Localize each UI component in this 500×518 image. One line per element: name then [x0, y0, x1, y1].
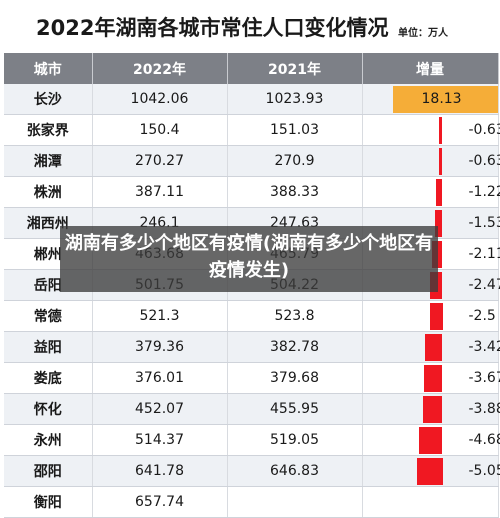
change-bar-negative [424, 365, 442, 392]
chart-title: 2022年湖南各城市常住人口变化情况 [36, 12, 388, 42]
change-cell: 18.13 [362, 84, 498, 115]
city-cell: 株洲 [4, 177, 92, 208]
value-2022-cell: 1042.06 [92, 84, 227, 115]
change-label: -5.05 [469, 456, 500, 486]
change-label: -3.88 [469, 394, 500, 424]
column-header-2021: 2021年 [227, 53, 362, 84]
value-2022-cell: 514.37 [92, 425, 227, 456]
change-label: -1.22 [469, 177, 500, 207]
header-row: 城市 2022年 2021年 增量 [4, 53, 498, 84]
change-label: -1.53 [469, 208, 500, 238]
change-label: -2.47 [469, 270, 500, 300]
change-bar-negative [425, 334, 442, 361]
value-2021-cell: 379.68 [227, 363, 362, 394]
change-label: 18.13 [422, 84, 462, 114]
value-2022-cell: 452.07 [92, 394, 227, 425]
change-bar-negative [417, 458, 442, 485]
change-cell: -3.42 [362, 332, 498, 363]
change-bar-negative [430, 303, 443, 330]
value-2021-cell: 455.95 [227, 394, 362, 425]
change-label: -2.5 [469, 301, 496, 331]
city-cell: 长沙 [4, 84, 92, 115]
value-2022-cell: 376.01 [92, 363, 227, 394]
change-bar-negative [436, 179, 442, 206]
caption-text: 湖南有多少个地区有疫情(湖南有多少个地区有疫情发生) [60, 230, 438, 284]
value-2022-cell: 657.74 [92, 487, 227, 518]
city-cell: 益阳 [4, 332, 92, 363]
value-2021-cell: 646.83 [227, 456, 362, 487]
change-bar-negative [439, 117, 442, 144]
city-cell: 常德 [4, 301, 92, 332]
change-label: -3.67 [469, 363, 500, 393]
change-label: -4.68 [469, 425, 500, 455]
change-cell: -2.5 [362, 301, 498, 332]
value-2022-cell: 387.11 [92, 177, 227, 208]
change-bar-negative [419, 427, 442, 454]
change-cell: -3.67 [362, 363, 498, 394]
value-2021-cell: 388.33 [227, 177, 362, 208]
value-2021-cell: 270.9 [227, 146, 362, 177]
change-label: -0.63 [469, 146, 500, 176]
city-cell: 张家界 [4, 115, 92, 146]
value-2021-cell: 523.8 [227, 301, 362, 332]
change-label: -0.63 [469, 115, 500, 145]
value-2022-cell: 521.3 [92, 301, 227, 332]
value-2021-cell: 1023.93 [227, 84, 362, 115]
value-2022-cell: 270.27 [92, 146, 227, 177]
column-header-city: 城市 [4, 53, 92, 84]
change-cell: -0.63 [362, 115, 498, 146]
value-2022-cell: 641.78 [92, 456, 227, 487]
city-cell: 衡阳 [4, 487, 92, 518]
city-cell: 湘潭 [4, 146, 92, 177]
value-2021-cell: 151.03 [227, 115, 362, 146]
change-cell: -4.68 [362, 425, 498, 456]
change-bar-negative [439, 148, 442, 175]
change-bar-negative [423, 396, 442, 423]
unit-label: 单位：万人 [398, 24, 448, 39]
change-label: -2.11 [469, 239, 500, 269]
change-cell: -1.22 [362, 177, 498, 208]
city-cell: 娄底 [4, 363, 92, 394]
column-header-change: 增量 [362, 53, 498, 84]
value-2021-cell: 519.05 [227, 425, 362, 456]
value-2022-cell: 150.4 [92, 115, 227, 146]
city-cell: 怀化 [4, 394, 92, 425]
change-cell: -5.05 [362, 456, 498, 487]
value-2021-cell [227, 487, 362, 518]
value-2021-cell: 382.78 [227, 332, 362, 363]
city-cell: 永州 [4, 425, 92, 456]
change-cell: -0.63 [362, 146, 498, 177]
column-header-2022: 2022年 [92, 53, 227, 84]
change-cell [362, 487, 498, 518]
value-2022-cell: 379.36 [92, 332, 227, 363]
change-cell: -3.88 [362, 394, 498, 425]
change-label: -3.42 [469, 332, 500, 362]
city-cell: 邵阳 [4, 456, 92, 487]
